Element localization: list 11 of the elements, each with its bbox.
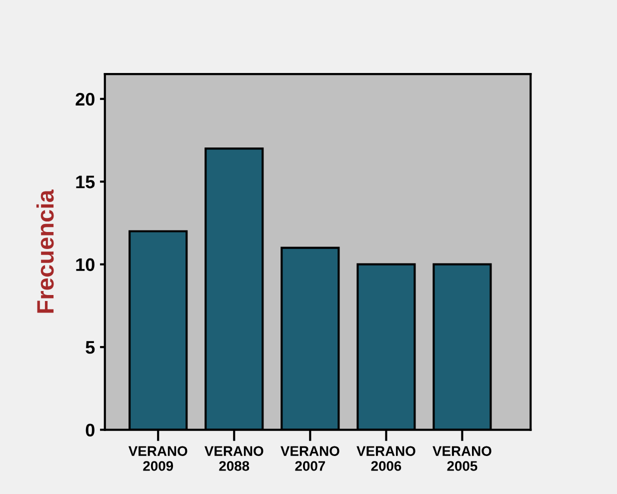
x-tick-label: VERANO 2088: [204, 446, 264, 471]
y-tick-label: 15: [76, 176, 95, 188]
x-tick-label: VERANO 2005: [432, 446, 492, 471]
y-tick-label: 5: [86, 341, 95, 354]
y-tick-label: 10: [76, 258, 94, 272]
x-tick-label: VERANO 2009: [128, 446, 188, 471]
y-tick-label: 20: [76, 92, 94, 106]
y-tick-label: 0: [86, 424, 94, 436]
x-tick-label: VERANO 2006: [356, 446, 416, 471]
x-tick-label: VERANO 2007: [280, 446, 340, 471]
y-axis-title: Frecuencia: [36, 189, 54, 313]
